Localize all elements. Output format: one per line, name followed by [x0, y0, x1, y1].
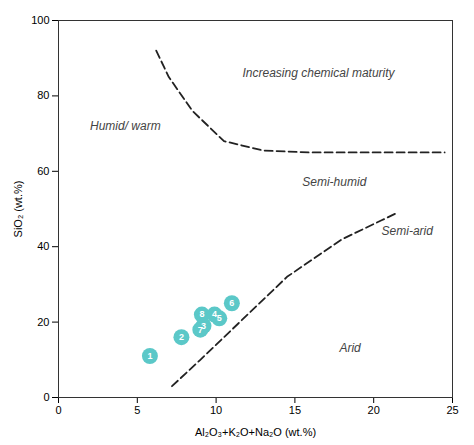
- svg-text:6: 6: [229, 298, 234, 308]
- svg-text:0: 0: [43, 391, 49, 403]
- svg-text:SiO₂ (wt.%): SiO₂ (wt.%): [12, 181, 24, 238]
- svg-text:Arid: Arid: [338, 341, 361, 355]
- svg-text:20: 20: [37, 316, 49, 328]
- svg-text:Semi-arid: Semi-arid: [382, 224, 434, 238]
- svg-text:0: 0: [55, 404, 61, 416]
- svg-text:4: 4: [212, 309, 217, 320]
- svg-text:1: 1: [147, 351, 152, 361]
- svg-text:40: 40: [37, 240, 49, 252]
- svg-text:Increasing chemical maturity: Increasing chemical maturity: [243, 66, 396, 80]
- svg-text:Humid/ warm: Humid/ warm: [90, 119, 161, 133]
- svg-text:80: 80: [37, 89, 49, 101]
- svg-text:8: 8: [199, 309, 204, 319]
- svg-text:Semi-humid: Semi-humid: [302, 175, 366, 189]
- svg-text:Al₂O₃+K₂O+Na₂O (wt.%): Al₂O₃+K₂O+Na₂O (wt.%): [195, 426, 316, 438]
- svg-text:60: 60: [37, 165, 49, 177]
- svg-text:10: 10: [210, 404, 222, 416]
- svg-text:7: 7: [198, 325, 203, 335]
- svg-text:20: 20: [368, 404, 380, 416]
- svg-text:5: 5: [217, 313, 222, 323]
- svg-text:15: 15: [289, 404, 301, 416]
- svg-text:100: 100: [31, 14, 49, 26]
- svg-text:25: 25: [446, 404, 458, 416]
- svg-text:2: 2: [179, 332, 184, 342]
- svg-text:5: 5: [134, 404, 140, 416]
- svg-text:3: 3: [201, 320, 206, 331]
